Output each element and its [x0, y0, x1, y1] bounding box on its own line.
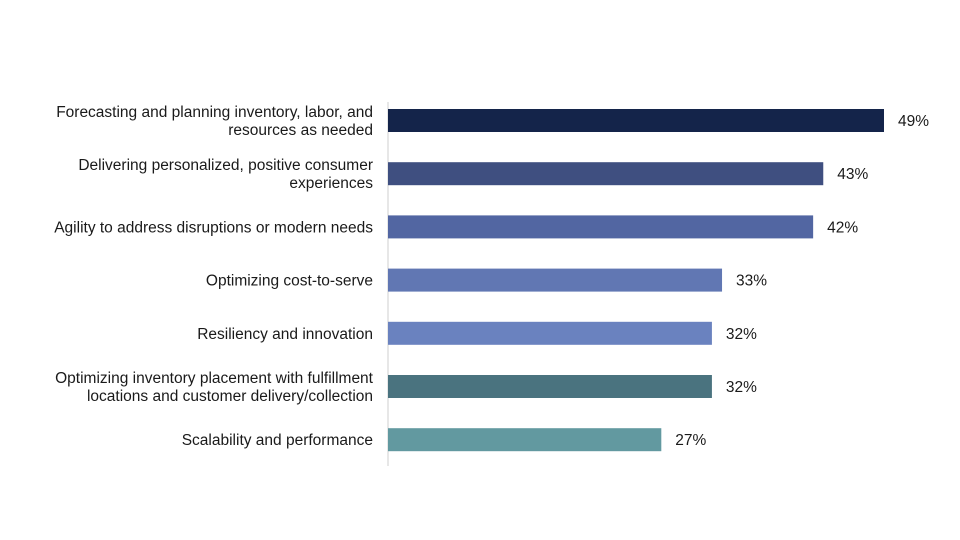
data-label: 43%: [837, 166, 868, 183]
category-label-line: Scalability and performance: [182, 432, 373, 449]
category-label: Resiliency and innovation: [197, 326, 373, 343]
category-label-line: experiences: [289, 175, 373, 192]
category-label: Agility to address disruptions or modern…: [54, 219, 373, 236]
category-label-line: resources as needed: [228, 122, 373, 139]
bar: [388, 109, 884, 132]
data-label: 49%: [898, 113, 929, 130]
category-label-line: Delivering personalized, positive consum…: [78, 157, 373, 174]
category-label-line: Optimizing inventory placement with fulf…: [55, 370, 374, 387]
category-label-line: Resiliency and innovation: [197, 326, 373, 343]
data-label: 32%: [726, 379, 757, 396]
category-label: Scalability and performance: [182, 432, 373, 449]
bar: [388, 428, 662, 452]
category-label-line: Forecasting and planning inventory, labo…: [56, 104, 373, 121]
data-label: 42%: [827, 219, 858, 236]
bar: [388, 162, 824, 186]
bar: [388, 268, 723, 292]
bar: [388, 321, 712, 345]
category-label: Optimizing cost-to-serve: [206, 273, 373, 290]
category-label-line: locations and customer delivery/collecti…: [87, 388, 373, 405]
category-label-line: Optimizing cost-to-serve: [206, 273, 373, 290]
category-label-line: Agility to address disruptions or modern…: [54, 219, 373, 236]
category-label: Delivering personalized, positive consum…: [78, 157, 373, 192]
category-label: Optimizing inventory placement with fulf…: [55, 370, 374, 405]
data-label: 32%: [726, 326, 757, 343]
data-label: 27%: [675, 432, 706, 449]
bar: [388, 215, 814, 239]
data-label: 33%: [736, 273, 767, 290]
category-label: Forecasting and planning inventory, labo…: [56, 104, 373, 139]
bar: [388, 375, 712, 398]
